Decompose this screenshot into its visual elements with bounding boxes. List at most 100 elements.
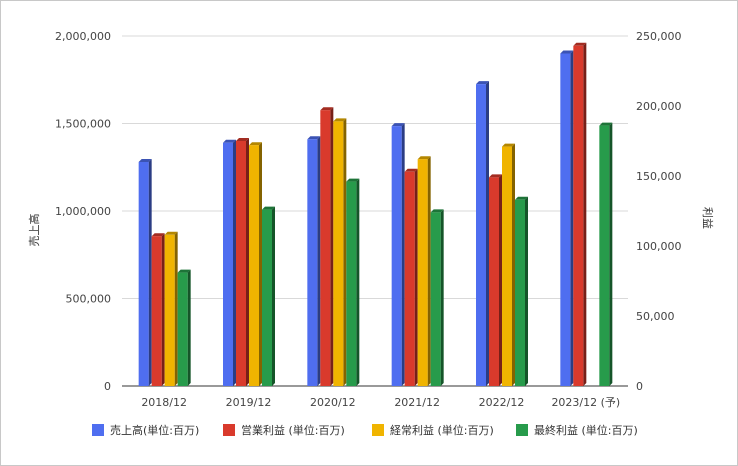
bar-side [356,178,360,386]
bar-side [259,142,262,386]
legend-swatch [223,424,235,436]
bar-face [151,236,162,386]
x-axis-ticks: 2018/12 2019/12 2020/12 2021/12 2022/12 2023/… [141,396,620,409]
bar [138,159,152,386]
bar [333,118,347,387]
bar [430,209,444,386]
bar [573,42,587,387]
bar-side [148,159,152,386]
bar-top [502,143,515,147]
right-axis-title: 利益 [701,207,715,229]
legend-label: 最終利益 (単位:百万) [534,423,638,437]
left-tick-label: 0 [104,380,111,393]
x-tick-label: 2023/12 (予) [551,396,620,409]
bar-top [138,159,152,162]
legend: 売上高(単位:百万) 営業利益 (単位:百万) 経常利益 (単位:百万) 最終利益 (… [92,423,638,437]
legend-swatch [92,424,104,436]
bar [599,122,613,386]
bar-top [391,123,405,127]
bar [164,231,178,386]
bar-top [560,50,574,54]
bar-top [346,178,360,182]
legend-swatch [372,424,384,436]
bar-top [307,136,321,140]
bar-side [427,156,431,386]
bar-top [320,107,334,111]
bar [320,107,334,386]
bar-side [174,231,178,386]
bar-side [499,174,502,386]
bar-side [233,139,236,386]
bar-top [476,81,489,85]
legend-item: 営業利益 (単位:百万) [223,423,345,437]
bar-face [404,171,415,386]
bar-top [164,231,178,235]
bar-face [177,272,188,386]
bar-face [391,126,402,386]
bar-top [515,196,528,200]
legend-item: 最終利益 (単位:百万) [516,423,638,437]
x-tick-label: 2018/12 [141,396,187,409]
bar [262,206,275,386]
bar-side [161,233,165,386]
legend-swatch [516,424,528,436]
bar-side [330,107,334,386]
bar-face [236,141,246,386]
bar-side [401,123,405,386]
bar-top [177,269,191,273]
bar-face [476,84,486,386]
bar-face [489,177,499,386]
bar [249,142,262,386]
bar-face [599,125,610,386]
x-tick-label: 2020/12 [310,396,356,409]
right-tick-label: 50,000 [636,310,675,323]
bar-face [249,145,259,386]
bar [404,168,418,386]
bar-side [272,206,275,386]
bar [391,123,405,386]
legend-label: 経常利益 (単位:百万) [390,423,494,437]
bar-face [502,146,512,386]
bar-side [317,136,321,386]
bar-face [515,199,525,386]
bar-side [187,269,191,386]
bar-side [343,118,347,387]
bar [417,156,431,386]
right-tick-label: 250,000 [636,30,682,43]
bar-face [573,45,584,387]
bar [515,196,528,386]
bar-side [440,209,444,386]
bar-top [236,138,249,141]
bar-face [560,53,571,386]
bar-side [512,143,515,386]
bar-top [573,42,587,46]
bar-top [599,122,613,126]
legend-label: 売上高(単位:百万) [110,423,199,437]
bar-side [583,42,587,387]
bar-face [430,212,441,386]
bar [223,139,236,386]
bar [177,269,191,386]
bar-top [333,118,347,122]
bar [476,81,489,386]
x-tick-label: 2021/12 [394,396,440,409]
bar-top [223,139,236,143]
bar-top [262,206,275,210]
bar-face [223,142,233,386]
bar-top [417,156,431,160]
left-axis-ticks: 0 500,000 1,000,000 1,500,000 2,000,000 [55,30,111,393]
bar-side [486,81,489,386]
bar-face [307,139,318,386]
bar-face [333,121,344,387]
bar-top [404,168,418,172]
bar-face [346,181,357,386]
legend-item: 売上高(単位:百万) [92,423,199,437]
bar-side [570,50,574,386]
right-tick-label: 100,000 [636,240,682,253]
left-tick-label: 500,000 [66,293,112,306]
legend-item: 経常利益 (単位:百万) [372,423,494,437]
bar-face [164,234,175,386]
bar-face [417,159,428,386]
